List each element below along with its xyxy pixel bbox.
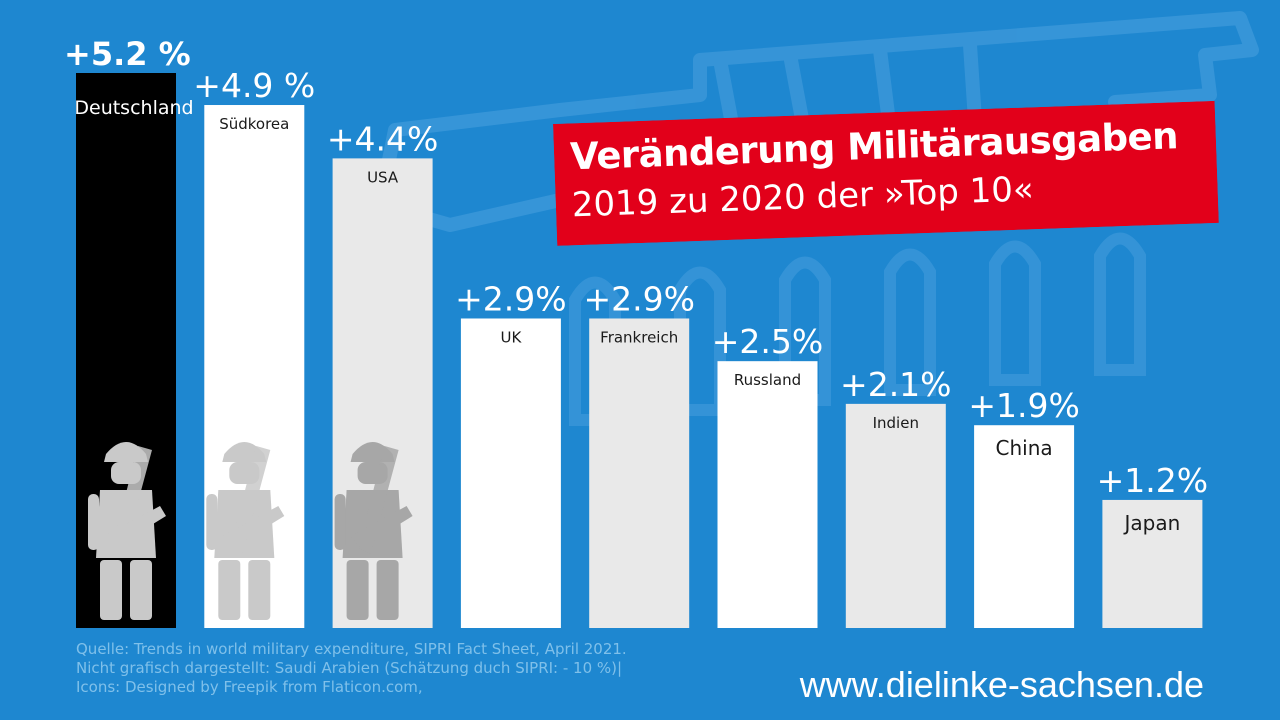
soldier-right-arm [104, 506, 166, 548]
bar-indien [845, 403, 946, 628]
bar-russland [717, 361, 818, 628]
soldier-left-arm [334, 494, 346, 550]
soldier-left-arm [206, 494, 218, 550]
soldier-icon [88, 442, 166, 620]
exclusion-note: Nicht grafisch dargestellt: Saudi Arabie… [76, 659, 623, 677]
category-label: Deutschland [74, 97, 193, 119]
title-banner: Veränderung Militärausgaben 2019 zu 2020… [553, 100, 1219, 246]
category-label: Südkorea [219, 115, 289, 133]
category-label: Russland [734, 371, 801, 389]
value-label: +4.4% [327, 119, 439, 158]
soldier-left-leg [346, 560, 369, 620]
value-label: +2.1% [840, 365, 952, 404]
title-banner-rect [553, 100, 1219, 246]
source-note: Quelle: Trends in world military expendi… [76, 640, 627, 658]
soldier-left-arm [88, 494, 99, 550]
soldier-right-arm [222, 506, 285, 548]
icon-credit-note: Icons: Designed by Freepik from Flaticon… [76, 678, 423, 696]
footer-notes: Quelle: Trends in world military expendi… [76, 640, 627, 697]
category-label: Frankreich [600, 328, 678, 346]
soldier-right-leg [376, 560, 399, 620]
bullets-watermark-icon [569, 232, 1146, 426]
bar-frankreich [589, 318, 690, 628]
value-label: +2.5% [712, 322, 824, 361]
title-banner-background [553, 100, 1219, 246]
soldier-left-leg [100, 560, 122, 620]
bar-uk [460, 318, 561, 628]
bar-japan [1102, 499, 1203, 628]
category-label: China [996, 436, 1053, 460]
value-label: +2.9% [583, 279, 695, 318]
bar-china [974, 425, 1075, 628]
soldier-right-leg [130, 560, 152, 620]
value-label: +4.9 % [193, 66, 315, 105]
website-url[interactable]: www.dielinke-sachsen.de [799, 664, 1204, 705]
soldier-left-leg [218, 560, 241, 620]
category-label: Indien [873, 414, 919, 432]
value-label: +5.2 % [64, 35, 191, 73]
soldier-right-arm [350, 506, 413, 548]
soldier-right-leg [248, 560, 271, 620]
value-label: +2.9% [455, 279, 567, 318]
category-label: Japan [1123, 511, 1181, 535]
soldier-icon [206, 442, 285, 620]
value-label: +1.2% [1097, 461, 1209, 500]
value-label: +1.9% [968, 386, 1080, 425]
soldier-icon [334, 442, 413, 620]
category-label: USA [367, 168, 399, 186]
category-label: UK [500, 328, 522, 346]
